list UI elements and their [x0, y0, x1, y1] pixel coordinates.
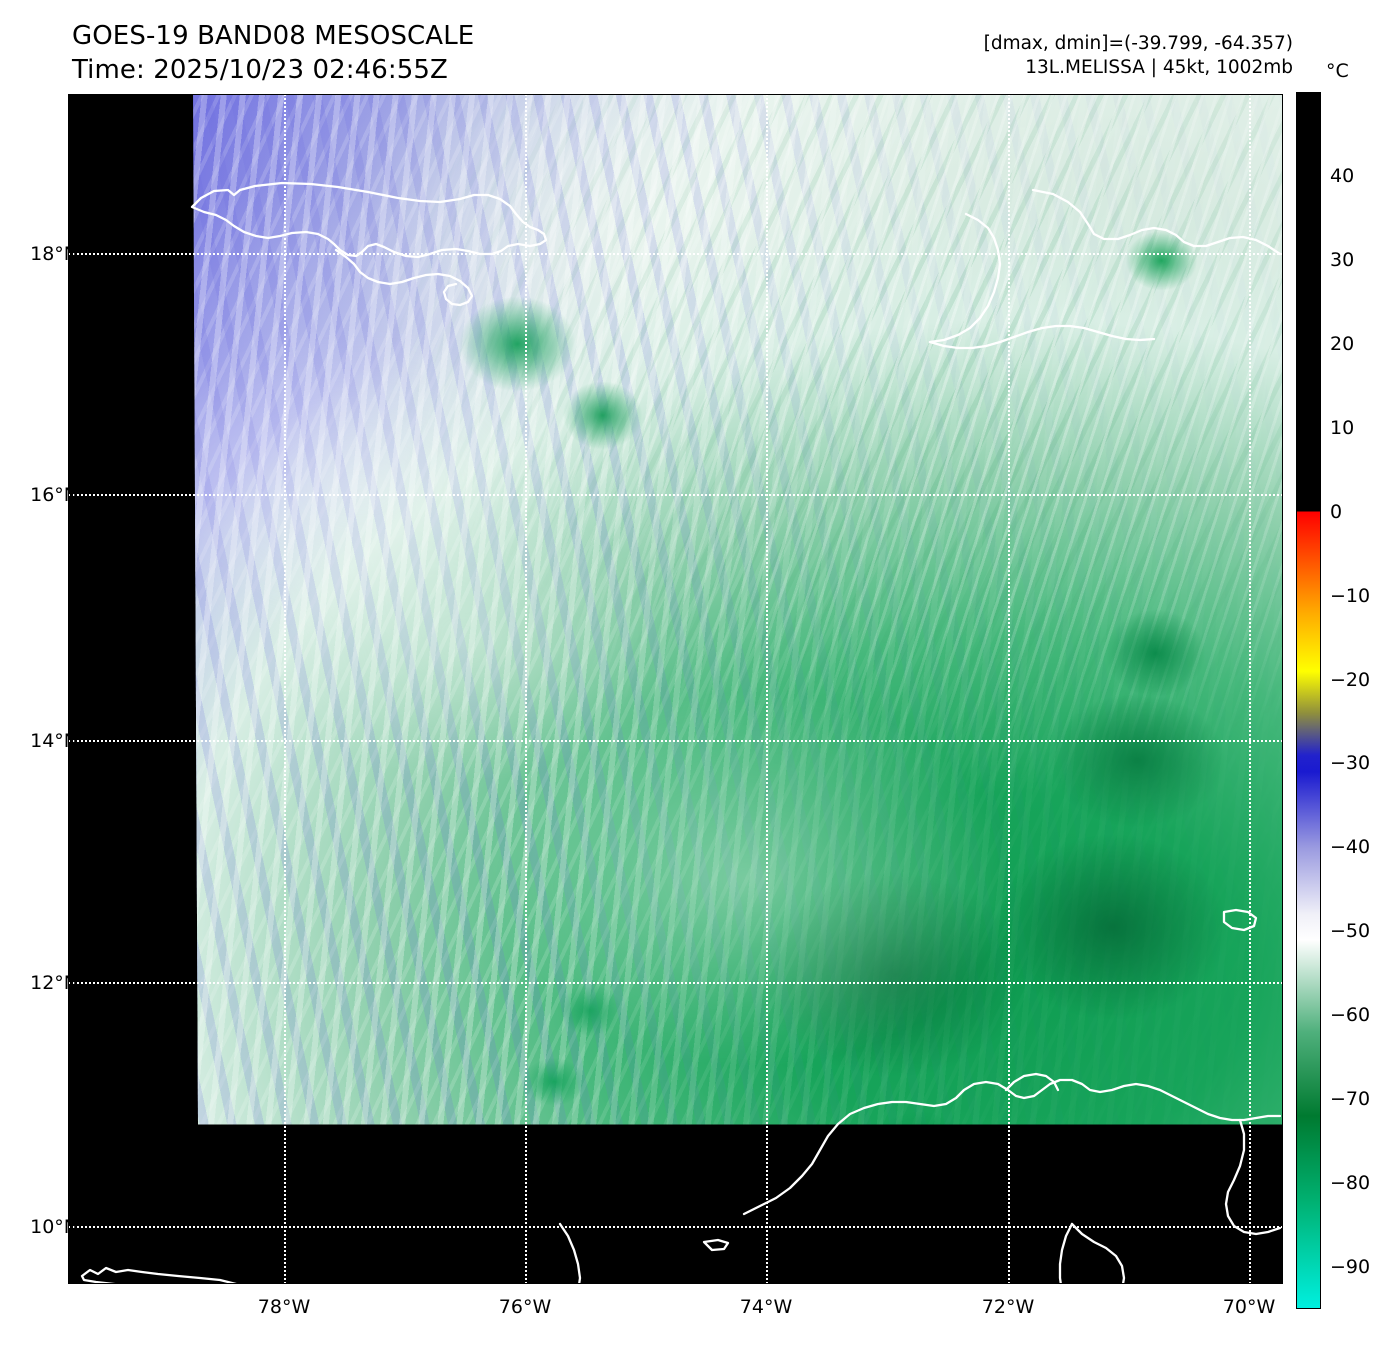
cloud-rim-layer [193, 94, 1283, 1125]
coastline-islet-2 [80, 1266, 240, 1284]
colorbar-tick-40: 40 [1330, 164, 1355, 187]
coastline-haiti-south [928, 324, 1156, 350]
satellite-imagery [68, 94, 1283, 1284]
colorbar-tick-0: 0 [1330, 500, 1343, 523]
gridline-lat-14 [68, 740, 1283, 742]
header-right: [dmax, dmin]=(-39.799, -64.357) 13L.MELI… [984, 32, 1293, 80]
colorbar-tick-minus10: −10 [1330, 584, 1371, 607]
coastline-jamaica-south [334, 248, 474, 307]
coastline-island-aruba [1222, 908, 1258, 932]
gridline-lat-12 [68, 982, 1283, 984]
gridline-lon-72 [1008, 94, 1010, 1284]
gridline-lat-10 [68, 1226, 1283, 1228]
header-left: GOES-19 BAND08 MESOSCALE Time: 2025/10/2… [72, 20, 474, 88]
colorbar-tick-minus20: −20 [1330, 668, 1371, 691]
gridline-lon-70 [1249, 94, 1251, 1284]
satellite-data-footprint [193, 94, 1283, 1125]
colorbar-tick-20: 20 [1330, 332, 1355, 355]
colorbar-tick-10: 10 [1330, 416, 1355, 439]
lon-tick-78: 78°W [257, 1296, 311, 1318]
lon-tick-70: 70°W [1222, 1296, 1276, 1318]
coastline-guajira [1004, 1072, 1060, 1092]
coastline-gulf-venezuela [1224, 1118, 1282, 1236]
colorbar-tick-minus50: −50 [1330, 920, 1371, 943]
gridline-lon-76 [525, 94, 527, 1284]
lon-tick-76: 76°W [498, 1296, 552, 1318]
coastline-venezuela-inland [1058, 1222, 1074, 1284]
colorbar-tick-minus40: −40 [1330, 836, 1371, 859]
gridline-lon-74 [766, 94, 768, 1284]
coastline-venezuela-north [742, 1078, 1282, 1216]
gridline-lat-16 [68, 494, 1283, 496]
colorbar-tick-minus80: −80 [1330, 1172, 1371, 1195]
lat-tick-16: 16°N [30, 484, 78, 506]
colorbar-tick-30: 30 [1330, 248, 1355, 271]
satellite-map-axes[interactable]: Copyright © 2020-2025 Dapiya [68, 94, 1283, 1284]
storm-info-label: 13L.MELISSA | 45kt, 1002mb [1025, 57, 1293, 79]
colorbar-tick-minus30: −30 [1330, 752, 1371, 775]
colorbar-tick-minus70: −70 [1330, 1088, 1371, 1111]
copyright-label: Copyright © 2020-2025 Dapiya [78, 1280, 424, 1284]
convective-cores-layer [193, 94, 1283, 1125]
data-minmax-label: [dmax, dmin]=(-39.799, -64.357) [983, 33, 1293, 54]
coastline-haiti-peninsula [928, 212, 1002, 344]
page-title: GOES-19 BAND08 MESOSCALE [72, 21, 475, 51]
lat-tick-10: 10°N [30, 1216, 78, 1238]
coastline-islet-1 [702, 1238, 730, 1252]
timestamp-label: Time: 2025/10/23 02:46:55Z [72, 54, 448, 85]
coastline-overlay [80, 181, 1282, 1284]
coastline-hispaniola-north [1031, 188, 1282, 256]
lon-tick-72: 72°W [981, 1296, 1035, 1318]
colorbar[interactable] [1296, 92, 1321, 1309]
coastline-venezuela-inland-2 [1070, 1222, 1126, 1284]
gridline-lat-18 [68, 253, 1283, 255]
colorbar-gradient [1296, 92, 1321, 1309]
colorbar-unit-label: °C [1326, 60, 1349, 82]
colorbar-tick-minus60: −60 [1330, 1004, 1371, 1027]
lat-tick-14: 14°N [30, 730, 78, 752]
coastline-colombia-west [558, 1222, 582, 1284]
lon-tick-74: 74°W [739, 1296, 793, 1318]
gridline-lon-78 [284, 94, 286, 1284]
colorbar-frame [1296, 92, 1321, 1309]
lat-tick-18: 18°N [30, 243, 78, 265]
lat-tick-12: 12°N [30, 972, 78, 994]
colorbar-tick-minus90: −90 [1330, 1256, 1371, 1279]
coastline-jamaica [190, 181, 548, 259]
